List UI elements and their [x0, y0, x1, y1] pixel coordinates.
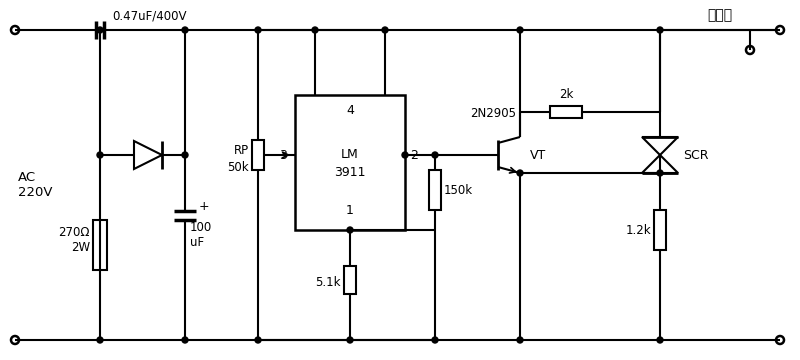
Text: 5.1k: 5.1k [315, 275, 341, 288]
Circle shape [255, 337, 261, 343]
Circle shape [382, 27, 388, 33]
Bar [550, 106, 582, 118]
Text: 0.47uF/400V: 0.47uF/400V [112, 9, 186, 22]
Text: 3: 3 [279, 149, 287, 162]
Circle shape [347, 227, 353, 233]
Text: 150k: 150k [444, 184, 473, 197]
Circle shape [517, 337, 523, 343]
Bar [344, 266, 356, 294]
Circle shape [97, 152, 103, 158]
Text: RP: RP [234, 144, 249, 157]
Circle shape [312, 27, 318, 33]
Circle shape [432, 152, 438, 158]
Text: 4: 4 [346, 104, 354, 117]
Bar [654, 210, 666, 250]
Circle shape [182, 337, 188, 343]
Text: 1.2k: 1.2k [626, 224, 651, 237]
Text: 接负载: 接负载 [707, 8, 733, 22]
Circle shape [182, 27, 188, 33]
Circle shape [402, 152, 408, 158]
Circle shape [657, 27, 663, 33]
Text: 2N2905: 2N2905 [470, 107, 516, 120]
Text: 100
uF: 100 uF [190, 221, 212, 249]
Bar [295, 95, 405, 230]
Bar [93, 220, 107, 270]
Bar [252, 140, 264, 170]
Text: SCR: SCR [683, 149, 709, 162]
Circle shape [97, 27, 103, 33]
Text: 1: 1 [346, 203, 354, 216]
Circle shape [517, 170, 523, 176]
Circle shape [97, 337, 103, 343]
Text: 2k: 2k [559, 88, 573, 101]
Text: 50k: 50k [227, 161, 249, 174]
Circle shape [432, 337, 438, 343]
Text: 3911: 3911 [334, 166, 366, 179]
Text: +: + [199, 199, 210, 212]
Bar [429, 170, 441, 210]
Circle shape [182, 152, 188, 158]
Circle shape [657, 337, 663, 343]
Circle shape [657, 170, 663, 176]
Text: 2: 2 [410, 149, 418, 162]
Text: VT: VT [530, 149, 546, 162]
Circle shape [347, 337, 353, 343]
Circle shape [255, 27, 261, 33]
Text: 270Ω
2W: 270Ω 2W [58, 226, 90, 254]
Text: AC
220V: AC 220V [18, 171, 53, 199]
Text: LM: LM [341, 148, 359, 161]
Circle shape [517, 27, 523, 33]
